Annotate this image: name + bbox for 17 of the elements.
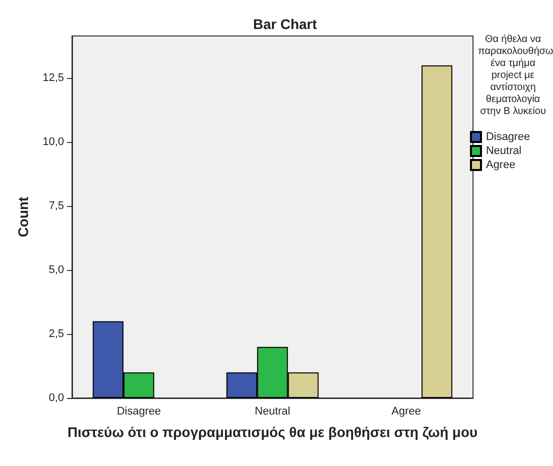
y-tick-label: 7,5 <box>48 200 64 212</box>
legend-label: Disagree <box>486 131 530 143</box>
x-tick-label: Disagree <box>116 406 161 418</box>
legend-label: Neutral <box>486 145 522 157</box>
chart-title: Bar Chart <box>253 16 318 32</box>
y-tick-label: 10,0 <box>42 136 64 148</box>
y-tick-label: 5,0 <box>48 264 64 276</box>
x-tick-label: Agree <box>391 406 421 418</box>
y-tick-label: 0,0 <box>48 392 64 404</box>
x-axis-title: Πιστεύω ότι ο προγραμματισμός θα με βοηθήσει στη ζωή μου <box>67 424 478 440</box>
legend-label: Agree <box>486 159 516 171</box>
y-tick-label: 2,5 <box>48 328 64 340</box>
y-tick-label: 12,5 <box>42 72 64 84</box>
y-axis-title: Count <box>15 196 31 238</box>
x-tick-label: Neutral <box>254 406 290 418</box>
bar <box>422 65 452 398</box>
legend-title: Θα ήθελα να παρακολουθήσω ένα τμήμα project με αντίστοιχη θεματολογία στην Β λυκείου <box>478 34 553 118</box>
